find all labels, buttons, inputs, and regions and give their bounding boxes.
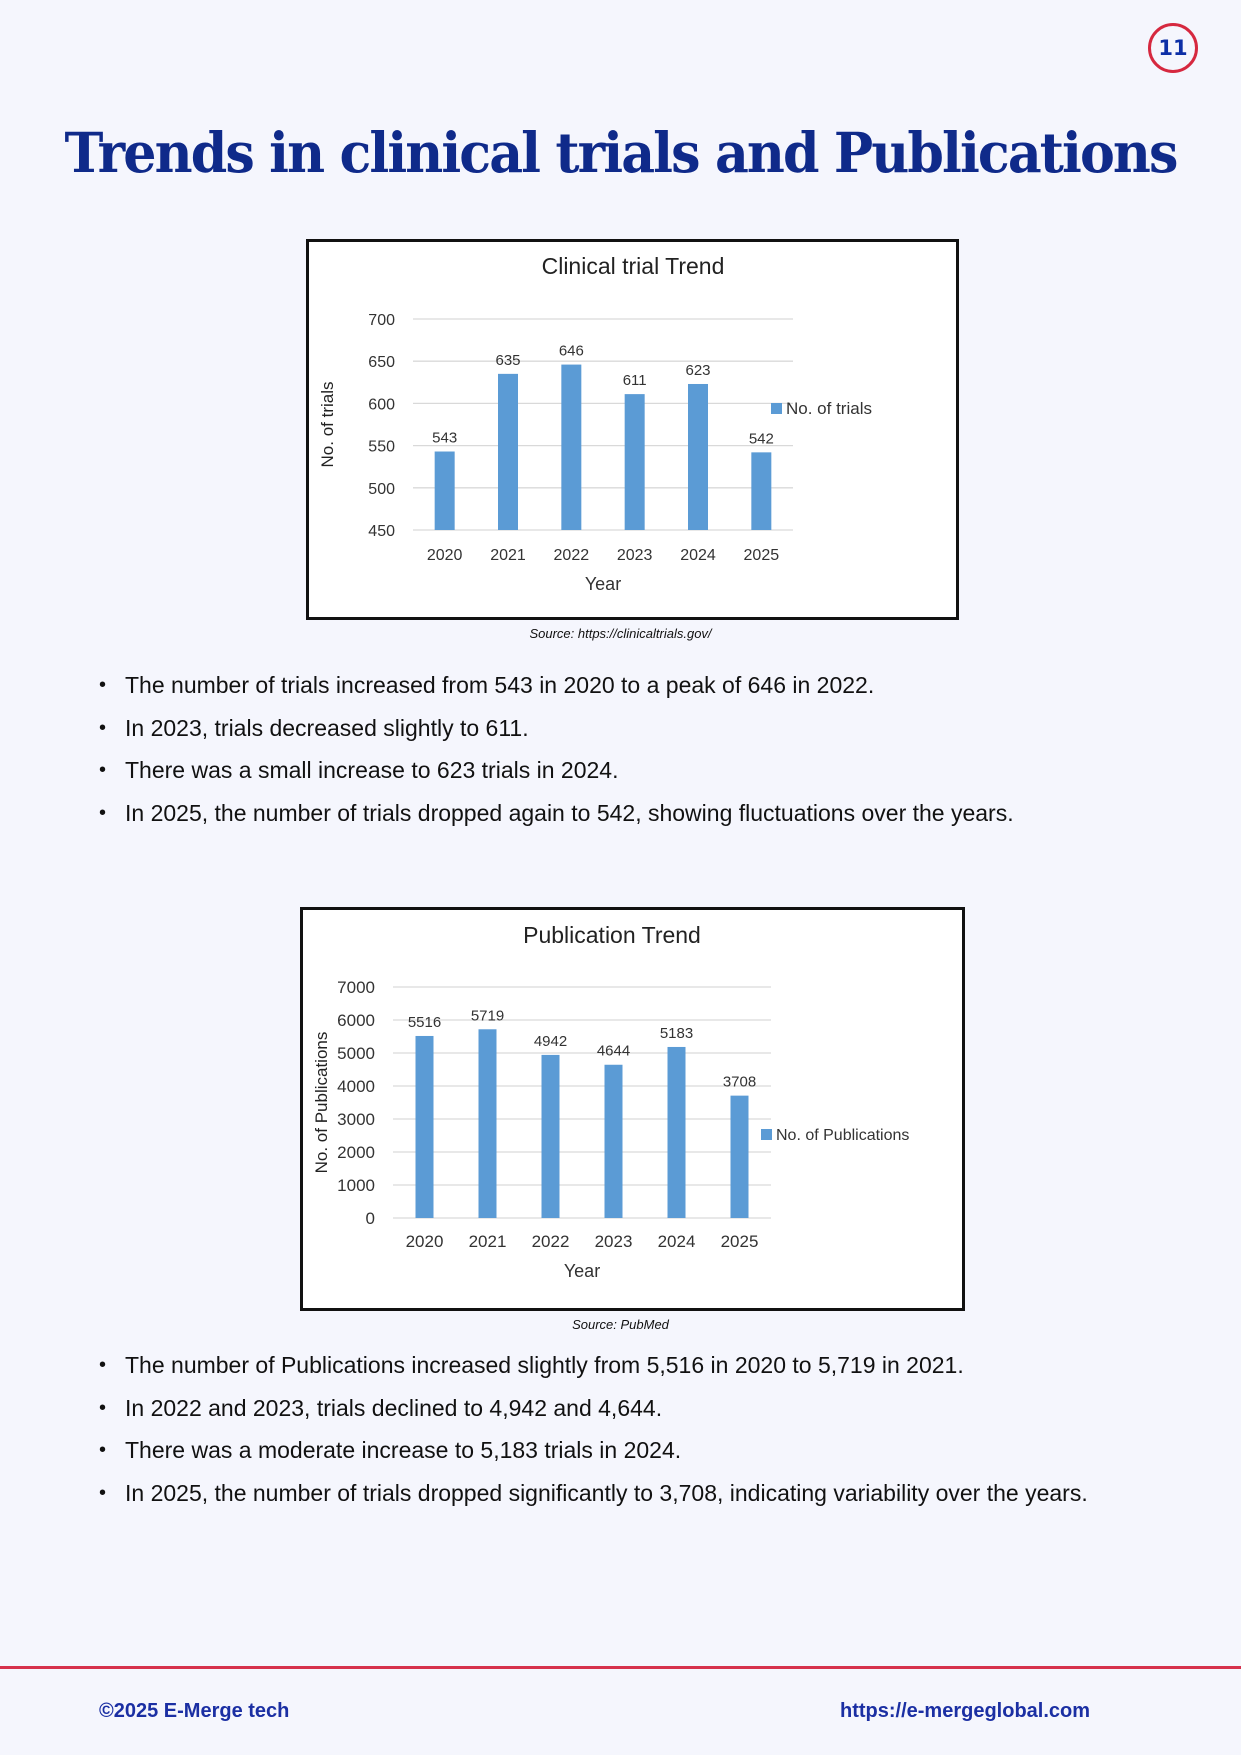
bar xyxy=(561,364,582,530)
data-label: 542 xyxy=(749,430,774,447)
x-axis-label: Year xyxy=(585,574,621,594)
y-tick-label: 500 xyxy=(368,481,395,498)
x-tick-label: 2025 xyxy=(721,1232,759,1251)
clinical-trial-source: Source: https://clinicaltrials.gov/ xyxy=(529,626,712,641)
data-label: 543 xyxy=(432,430,457,447)
data-label: 646 xyxy=(559,343,584,360)
x-tick-label: 2024 xyxy=(680,547,716,564)
y-tick-label: 450 xyxy=(368,523,395,540)
page-number-badge: 11 xyxy=(1148,23,1198,73)
bar xyxy=(751,452,772,530)
y-tick-label: 0 xyxy=(366,1209,375,1228)
y-tick-label: 4000 xyxy=(337,1077,375,1096)
page-number: 11 xyxy=(1158,36,1188,60)
publication-source: Source: PubMed xyxy=(572,1317,669,1332)
data-label: 611 xyxy=(623,372,647,389)
y-axis-label: No. of Publications xyxy=(312,1032,331,1174)
x-tick-label: 2021 xyxy=(490,547,526,564)
y-axis-label: No. of trials xyxy=(318,382,337,468)
footer-divider xyxy=(0,1666,1241,1669)
bar xyxy=(415,1035,434,1218)
y-tick-label: 1000 xyxy=(337,1176,375,1195)
data-label: 635 xyxy=(495,352,520,369)
data-label: 5516 xyxy=(408,1014,441,1031)
x-tick-label: 2025 xyxy=(744,547,780,564)
x-tick-label: 2020 xyxy=(406,1232,444,1251)
data-label: 4942 xyxy=(534,1033,567,1050)
bar xyxy=(624,394,645,530)
footer-website-link[interactable]: https://e-mergeglobal.com xyxy=(840,1700,1091,1722)
footer-copyright: ©2025 E-Merge tech xyxy=(99,1700,290,1722)
x-axis-label: Year xyxy=(564,1261,600,1281)
data-label: 4644 xyxy=(597,1043,630,1060)
y-tick-label: 6000 xyxy=(337,1011,375,1030)
bullet-item: In 2025, the number of trials dropped ag… xyxy=(99,792,1193,835)
y-tick-label: 650 xyxy=(368,354,395,371)
bar xyxy=(667,1046,686,1218)
data-label: 623 xyxy=(685,362,710,379)
data-label: 5183 xyxy=(660,1025,693,1042)
bar xyxy=(434,451,455,530)
bar xyxy=(498,373,518,530)
bar xyxy=(730,1095,749,1218)
x-tick-label: 2022 xyxy=(554,547,590,564)
legend-swatch-icon xyxy=(761,1129,772,1140)
bullet-item: In 2023, trials decreased slightly to 61… xyxy=(99,707,1193,750)
x-tick-label: 2023 xyxy=(617,547,653,564)
y-tick-label: 3000 xyxy=(337,1110,375,1129)
bar xyxy=(604,1064,623,1218)
x-tick-label: 2022 xyxy=(532,1232,570,1251)
chart-title: Clinical trial Trend xyxy=(542,253,725,279)
bullet-item: There was a small increase to 623 trials… xyxy=(99,749,1193,792)
y-tick-label: 700 xyxy=(368,312,395,329)
bar xyxy=(478,1029,497,1218)
publication-chart: Publication Trend 0 1000 2000 3000 4000 5000 60… xyxy=(300,907,965,1311)
y-tick-label: 2000 xyxy=(337,1143,375,1162)
y-tick-label: 5000 xyxy=(337,1044,375,1063)
legend-swatch-icon xyxy=(771,403,782,414)
data-label: 5719 xyxy=(471,1007,504,1024)
chart-svg: Clinical trial Trend 450 500 550 600 650 700 54… xyxy=(318,253,872,594)
legend-label: No. of Publications xyxy=(776,1127,909,1144)
bar xyxy=(688,383,708,530)
clinical-trial-summary: The number of trials increased from 543 … xyxy=(97,664,1193,834)
chart-title: Publication Trend xyxy=(523,922,701,948)
x-tick-label: 2024 xyxy=(658,1232,696,1251)
y-tick-label: 550 xyxy=(368,439,395,456)
bullet-item: In 2025, the number of trials dropped si… xyxy=(99,1472,1193,1515)
x-tick-label: 2020 xyxy=(427,547,463,564)
x-tick-label: 2021 xyxy=(469,1232,507,1251)
y-tick-label: 7000 xyxy=(337,978,375,997)
clinical-trial-chart: Clinical trial Trend 450 500 550 600 650 700 54… xyxy=(306,239,959,620)
page-title: Trends in clinical trials and Publicatio… xyxy=(64,120,1178,185)
legend-label: No. of trials xyxy=(786,399,872,418)
bar xyxy=(541,1054,560,1218)
y-tick-label: 600 xyxy=(368,396,395,413)
chart-svg: Publication Trend 0 1000 2000 3000 4000 5000 60… xyxy=(312,922,909,1281)
bullet-item: There was a moderate increase to 5,183 t… xyxy=(99,1429,1193,1472)
data-label: 3708 xyxy=(723,1074,756,1091)
publication-summary: The number of Publications increased sli… xyxy=(97,1344,1193,1514)
bullet-item: The number of Publications increased sli… xyxy=(99,1344,1193,1387)
bullet-item: In 2022 and 2023, trials declined to 4,9… xyxy=(99,1387,1193,1430)
bullet-item: The number of trials increased from 543 … xyxy=(99,664,1193,707)
x-tick-label: 2023 xyxy=(595,1232,633,1251)
